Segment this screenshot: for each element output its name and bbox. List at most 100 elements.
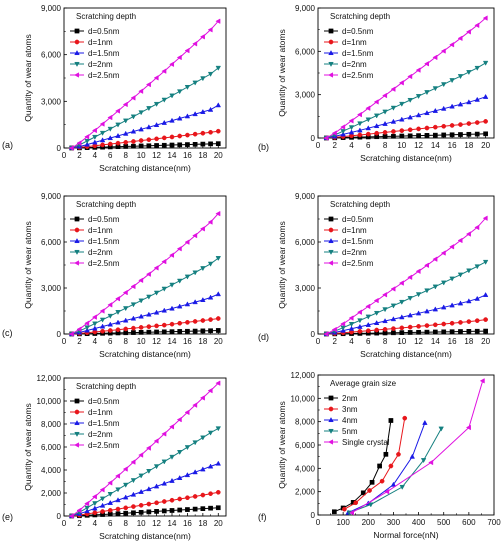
legend-marker: [74, 72, 80, 78]
data-point: [390, 286, 396, 292]
data-point: [192, 494, 198, 499]
data-point: [99, 130, 106, 136]
data-point: [199, 34, 205, 40]
data-point: [115, 497, 121, 503]
data-point: [154, 136, 159, 142]
data-point: [161, 499, 167, 504]
data-point: [482, 291, 489, 297]
series-line: [71, 104, 219, 149]
x-tick-label: 2: [77, 337, 82, 346]
data-point: [424, 329, 430, 335]
data-point: [185, 319, 190, 325]
data-point: [369, 479, 375, 485]
y-tick-label: 12,000: [291, 371, 316, 380]
data-point: [441, 123, 447, 129]
data-point: [99, 137, 106, 143]
data-point: [176, 115, 183, 121]
data-point: [107, 135, 114, 141]
data-point: [169, 93, 175, 99]
data-point: [161, 329, 167, 335]
data-point: [474, 318, 480, 324]
data-point: [215, 18, 221, 24]
data-point: [184, 113, 191, 119]
data-point: [340, 321, 346, 327]
data-point: [169, 321, 175, 327]
data-point: [348, 129, 355, 135]
legend: Scratching depth d=0.5nm d=1nm d=1.5nm d=2nm…: [70, 12, 136, 80]
data-point: [483, 328, 488, 334]
x-tick-label: 20: [481, 337, 490, 346]
series-2: [69, 316, 221, 337]
data-point: [365, 131, 371, 137]
data-point: [68, 331, 74, 337]
data-point: [145, 271, 151, 277]
legend-marker: [328, 260, 334, 266]
data-point: [365, 125, 372, 131]
data-point: [398, 280, 404, 286]
data-point: [107, 141, 113, 147]
data-point: [154, 143, 159, 148]
data-point: [432, 54, 438, 61]
data-point: [373, 320, 380, 325]
data-point: [440, 280, 447, 286]
data-point: [192, 41, 198, 47]
data-point: [382, 326, 388, 332]
data-point: [479, 378, 485, 384]
y-tick-label: 0: [311, 511, 316, 520]
data-point: [323, 135, 329, 141]
data-point: [207, 261, 214, 267]
series-5: [323, 15, 488, 141]
data-point: [407, 330, 413, 335]
legend-label: d=2nm: [342, 248, 367, 257]
legend-marker: [74, 28, 80, 34]
data-point: [474, 65, 480, 71]
data-point: [200, 76, 206, 82]
data-point: [153, 290, 160, 296]
legend-marker: [328, 238, 334, 244]
series-5: [349, 378, 485, 516]
series-4: [323, 259, 489, 337]
data-point: [169, 477, 175, 483]
data-point: [200, 506, 206, 511]
data-point: [449, 320, 455, 326]
data-point: [340, 124, 346, 130]
data-point: [84, 320, 90, 326]
legend-label: d=2.5nm: [88, 441, 120, 450]
data-point: [208, 141, 213, 147]
data-point: [357, 132, 363, 138]
data-point: [457, 300, 464, 306]
data-point: [161, 119, 168, 125]
data-point: [130, 283, 136, 290]
x-tick-label: 4: [93, 151, 98, 160]
y-tick-label: 6,000: [295, 47, 316, 56]
data-point: [68, 513, 74, 519]
panel-label: (d): [258, 332, 269, 342]
data-point: [365, 117, 372, 123]
data-point: [441, 321, 447, 327]
data-point: [368, 502, 374, 508]
data-point: [407, 274, 413, 280]
data-point: [340, 129, 346, 135]
data-point: [440, 250, 446, 256]
data-point: [207, 463, 214, 469]
y-tick-label: 6,000: [41, 238, 62, 247]
x-tick-label: 20: [481, 141, 490, 150]
data-point: [192, 506, 198, 512]
y-axis-title: Quantity of wear atoms: [277, 221, 287, 308]
data-point: [91, 127, 97, 134]
data-point: [146, 137, 152, 143]
data-point: [84, 134, 90, 140]
x-tick-label: 0: [316, 141, 321, 150]
data-point: [348, 325, 355, 331]
data-point: [399, 116, 405, 122]
y-tick-label: 6,000: [41, 51, 62, 60]
x-tick-label: 2: [333, 141, 338, 150]
y-tick-label: 6,000: [41, 443, 62, 452]
data-point: [449, 41, 455, 48]
x-tick-label: 200: [362, 518, 376, 527]
data-point: [192, 469, 198, 475]
x-tick-label: 10: [137, 151, 146, 160]
data-point: [176, 278, 183, 284]
y-axis-title: Quantity of wear atoms: [23, 34, 33, 121]
panel-label: (e): [2, 512, 13, 522]
